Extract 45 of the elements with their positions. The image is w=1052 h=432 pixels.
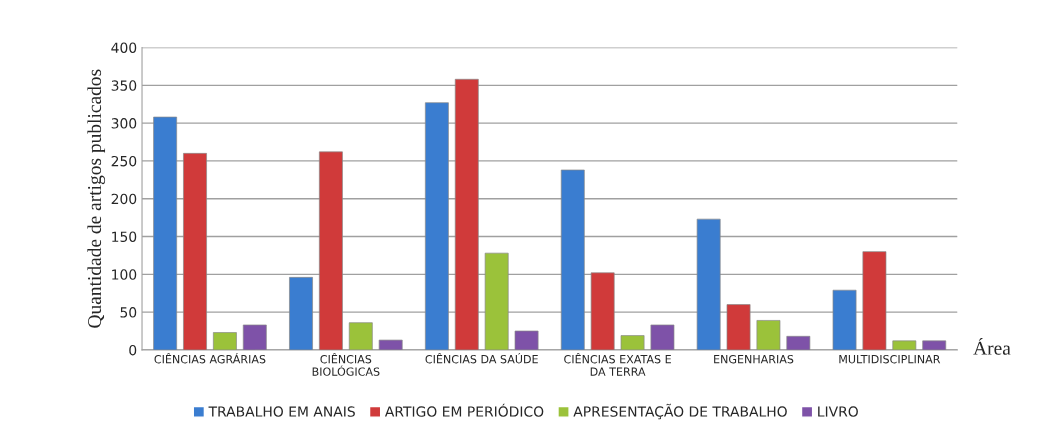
bar bbox=[892, 340, 917, 350]
legend-label: ARTIGO EM PERIÓDICO bbox=[384, 403, 544, 417]
x-axis-title: Área bbox=[973, 337, 1011, 355]
bar bbox=[319, 151, 343, 350]
y-axis-title: Quantidade de artigos publicados bbox=[87, 69, 106, 328]
legend-label: LIVRO bbox=[818, 406, 858, 417]
bar bbox=[560, 169, 585, 350]
bar bbox=[862, 251, 887, 350]
x-tick-label: ENGENHARIAS bbox=[714, 354, 794, 364]
y-tick-label: 400 bbox=[111, 42, 137, 53]
y-tick-label: 350 bbox=[111, 80, 137, 91]
y-tick-label: 50 bbox=[120, 307, 137, 318]
bar bbox=[620, 335, 645, 350]
bar bbox=[756, 320, 781, 350]
x-tick-label: CIÊNCIAS EXATAS E DA TERRA bbox=[564, 352, 671, 376]
bar bbox=[590, 272, 615, 350]
bar bbox=[242, 324, 267, 350]
x-tick-label: CIÊNCIAS BIOLÓGICAS bbox=[312, 352, 380, 376]
bar bbox=[922, 340, 947, 350]
bar bbox=[153, 116, 178, 350]
bar bbox=[514, 330, 539, 350]
bar bbox=[484, 252, 509, 350]
bar bbox=[213, 332, 237, 350]
bar bbox=[289, 276, 313, 350]
bar bbox=[726, 304, 751, 350]
x-tick-label: MULTIDISCIPLINAR bbox=[839, 354, 941, 364]
legend-label: APRESENTAÇÃO DE TRABALHO bbox=[573, 403, 787, 420]
y-tick-label: 300 bbox=[111, 118, 137, 129]
y-tick-label: 250 bbox=[111, 155, 137, 167]
bar bbox=[696, 218, 721, 350]
y-tick-label: 200 bbox=[111, 193, 137, 205]
bar bbox=[650, 324, 675, 350]
x-tick-label: CIÊNCIAS DA SAÚDE bbox=[425, 352, 538, 364]
bar bbox=[183, 153, 207, 350]
bar bbox=[832, 289, 857, 350]
y-tick-label: 100 bbox=[112, 269, 137, 280]
bar bbox=[378, 339, 403, 350]
bar bbox=[424, 102, 449, 350]
y-tick-label: 0 bbox=[129, 344, 137, 356]
bar bbox=[454, 78, 479, 350]
legend-label: TRABALHO EM ANAIS bbox=[208, 406, 355, 417]
y-tick-label: 150 bbox=[112, 231, 137, 242]
bar bbox=[348, 322, 373, 350]
bar bbox=[786, 335, 811, 350]
x-tick-label: CIÊNCIAS AGRÁRIAS bbox=[154, 352, 266, 364]
